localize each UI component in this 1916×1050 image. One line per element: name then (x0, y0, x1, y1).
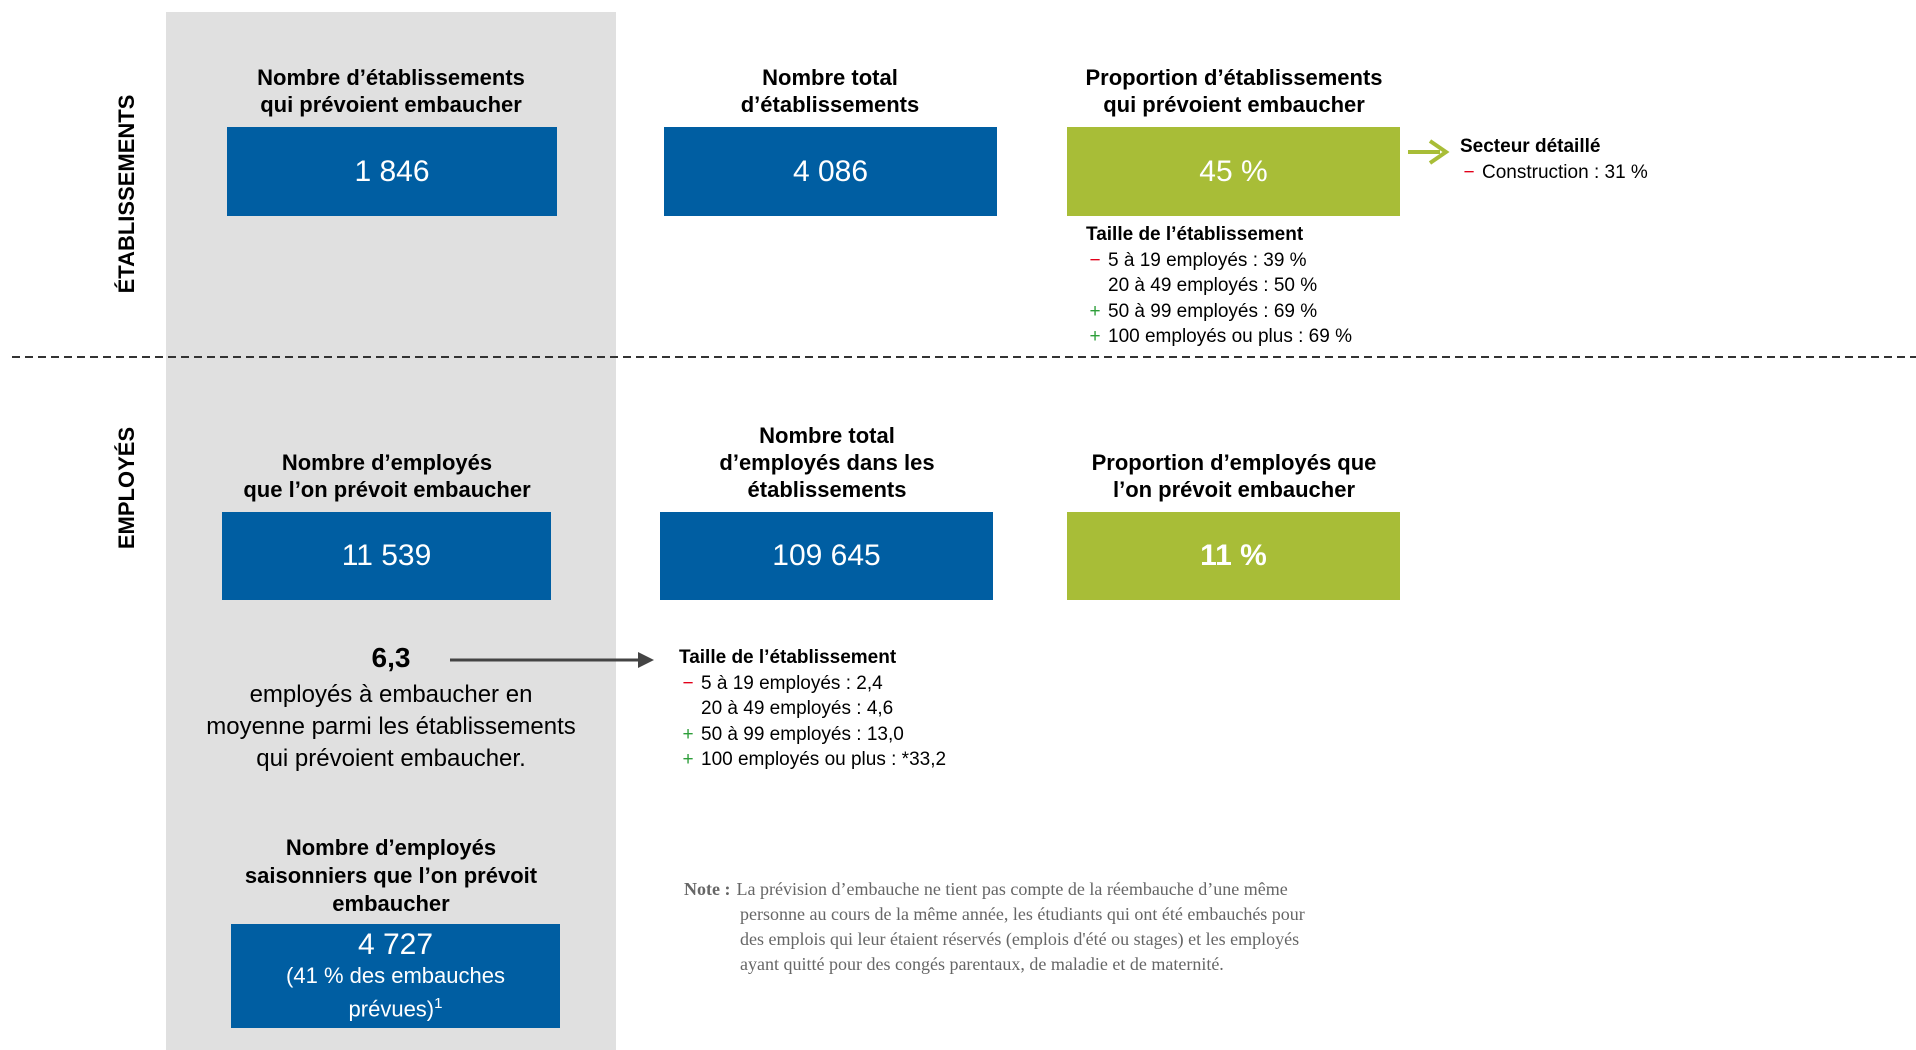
box-title: Nombre d’employés saisonniers que l’on pr… (171, 834, 611, 918)
text-line: moyenne parmi les établissements (206, 713, 576, 740)
box-title: Nombre total d’établissements (610, 64, 1050, 118)
note-text: personne au cours de la même année, les … (740, 904, 1305, 924)
section-label: ÉTABLISSEMENTS (114, 94, 139, 294)
note-line: ayant quitté pour des congés parentaux, … (684, 952, 1305, 977)
note-text: ayant quitté pour des congés parentaux, … (740, 954, 1224, 974)
list-item: − Construction : 31 % (1460, 160, 1648, 186)
size-list: Taille de l’établissement −5 à 19 employé… (1086, 222, 1352, 350)
text-line: Nombre d’employés (285, 835, 497, 860)
metric-box: 109 645 (660, 512, 993, 600)
list-title: Secteur détaillé (1460, 136, 1601, 157)
text-line-wrap: prévues)1 (286, 990, 505, 1023)
list-item: +100 employés ou plus : 69 % (1086, 324, 1352, 350)
list-item: −5 à 19 employés : 39 % (1086, 248, 1352, 274)
sign: + (682, 749, 694, 771)
text-line: établissements (747, 477, 907, 502)
note-label: Note : (684, 879, 731, 899)
text-line: Nombre d’établissements (257, 65, 525, 90)
sector: Secteur détaillé − Construction : 31 % (1460, 134, 1648, 185)
item-text: 5 à 19 employés : 2,4 (701, 672, 883, 694)
metric-box: 1 846 (227, 127, 557, 216)
list-item: 20 à 49 employés : 50 % (1086, 273, 1352, 299)
metric-value: 4 727 (357, 928, 434, 962)
text-line: d’employés dans les (719, 450, 935, 475)
metric-value: 4 086 (792, 154, 869, 188)
metric-detail: (41 % des embauches prévues)1 (286, 962, 505, 1023)
box-title: Proportion d’employés que l’on prévoit em… (1014, 449, 1454, 503)
metric-box: 45 % (1067, 127, 1400, 216)
item-text: 20 à 49 employés : 4,6 (701, 698, 894, 720)
average-caption: employés à embaucher en moyenne parmi les… (171, 679, 611, 775)
section-label: EMPLOYÉS (114, 426, 139, 550)
text-line: saisonniers que l’on prévoit (244, 863, 538, 888)
text-line: Nombre total (759, 423, 895, 448)
list-item: +50 à 99 employés : 13,0 (679, 722, 946, 748)
text-line: prévues) (348, 996, 435, 1022)
sign: − (682, 672, 694, 694)
text-line: qui prévoient embaucher (260, 92, 522, 117)
arrow-head (638, 652, 654, 668)
text-line: embaucher (332, 891, 450, 916)
metric-value: 1 846 (354, 154, 430, 188)
list-title: Taille de l’établissement (679, 647, 897, 668)
metric-box: 11 539 (222, 512, 551, 600)
list-title: Taille de l’établissement (1086, 224, 1304, 245)
text-line: qui prévoient embaucher (1103, 92, 1365, 117)
text-line: l’on prévoit embaucher (1112, 477, 1356, 502)
text-line: Nombre d’employés (281, 450, 493, 475)
metric-value: 109 645 (772, 539, 881, 572)
box-title: Nombre total d’employés dans les établisse… (607, 422, 1047, 503)
item-text: 50 à 99 employés : 13,0 (701, 723, 904, 745)
metric-value: 45 % (1199, 154, 1268, 188)
note-line: Note : La prévision d’embauche ne tient p… (684, 877, 1305, 902)
note-line: personne au cours de la même année, les … (684, 902, 1305, 927)
sign: + (682, 723, 694, 745)
sign: − (1463, 161, 1475, 183)
list-item: −5 à 19 employés : 2,4 (679, 671, 946, 697)
text-line: que l’on prévoit embaucher (243, 477, 531, 502)
sign: − (1089, 249, 1101, 271)
text-line: Proportion d’employés que (1091, 450, 1377, 475)
item-text: 100 employés ou plus : *33,2 (701, 749, 947, 771)
box-title: Nombre d’employés que l’on prévoit embauc… (167, 449, 607, 503)
footnote-mark: 1 (434, 995, 443, 1013)
item-text: Construction : 31 % (1482, 161, 1648, 183)
item-text: 20 à 49 employés : 50 % (1108, 275, 1318, 297)
item-text: 100 employés ou plus : 69 % (1108, 326, 1352, 348)
metric-box: 4 086 (664, 127, 997, 216)
text-line: Proportion d’établissements (1085, 65, 1383, 90)
list-item: +50 à 99 employés : 69 % (1086, 299, 1352, 325)
text-line: employés à embaucher en (249, 681, 533, 708)
note-line: des emplois qui leur étaient réservés (e… (684, 927, 1305, 952)
note: Note : La prévision d’embauche ne tient p… (684, 877, 1305, 977)
text-line: d’établissements (740, 92, 920, 117)
metric-value: 11 539 (341, 539, 432, 572)
arrow-head (1428, 139, 1450, 165)
sign: + (1089, 326, 1101, 348)
item-text: 50 à 99 employés : 69 % (1108, 300, 1318, 322)
item-text: 5 à 19 employés : 39 % (1108, 249, 1307, 271)
list-item: 20 à 49 employés : 4,6 (679, 696, 946, 722)
list-item: +100 employés ou plus : *33,2 (679, 747, 946, 773)
metric-value: 11 % (1200, 539, 1267, 572)
average-value: 6,3 (371, 642, 411, 673)
note-text: des emplois qui leur étaient réservés (e… (740, 929, 1300, 949)
text-line: qui prévoient embaucher. (256, 745, 526, 772)
size-list: Taille de l’établissement −5 à 19 employé… (679, 645, 946, 773)
text-line: (41 % des embauches (286, 963, 505, 989)
box-title: Nombre d’établissements qui prévoient emb… (171, 64, 611, 118)
sign: + (1089, 300, 1101, 322)
metric-box: 11 % (1067, 512, 1400, 600)
note-text: La prévision d’embauche ne tient pas com… (736, 879, 1288, 899)
text-line: Nombre total (762, 65, 898, 90)
metric-box: 4 727 (41 % des embauches prévues)1 (231, 924, 560, 1028)
box-title: Proportion d’établissements qui prévoient… (1014, 64, 1454, 118)
